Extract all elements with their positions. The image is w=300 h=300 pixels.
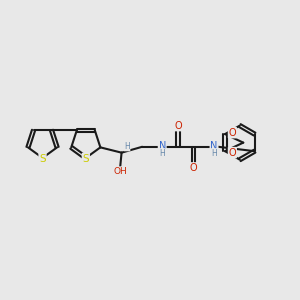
Text: H: H: [211, 149, 217, 158]
Text: H: H: [159, 149, 165, 158]
Text: S: S: [39, 154, 46, 164]
Text: O: O: [190, 163, 197, 173]
Text: H: H: [124, 142, 130, 151]
Text: S: S: [82, 154, 89, 164]
Text: N: N: [210, 141, 218, 151]
Text: OH: OH: [113, 167, 127, 176]
Text: N: N: [158, 141, 166, 151]
Text: O: O: [174, 121, 182, 130]
Text: O: O: [229, 128, 236, 138]
Text: O: O: [229, 148, 236, 158]
